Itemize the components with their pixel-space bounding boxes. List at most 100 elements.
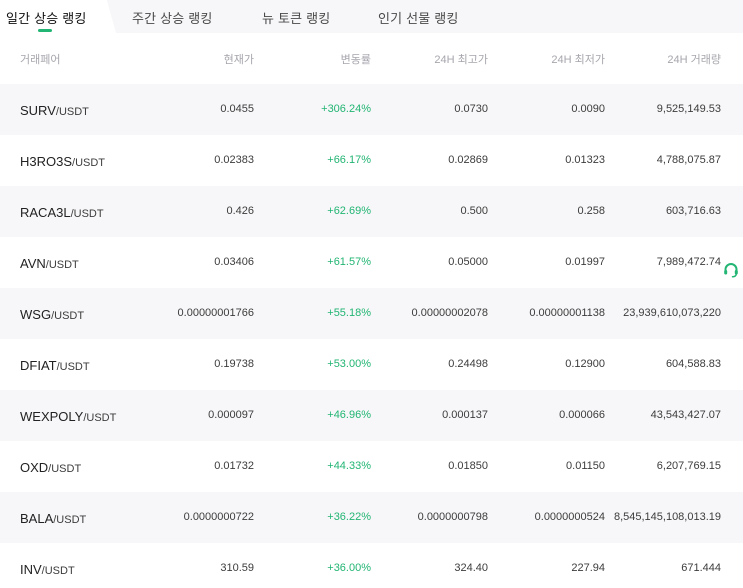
pair-quote: /USDT [48, 463, 82, 475]
change-cell: +66.17% [327, 154, 371, 166]
pair-base: OXD [20, 460, 49, 475]
pair-quote: /USDT [55, 106, 89, 118]
pair-base: INV [20, 562, 42, 577]
active-tab-background [0, 0, 116, 33]
table-header: 거래페어 현재가 변동률 24H 최고가 24H 최저가 24H 거래량 [0, 33, 743, 84]
change-cell: +62.69% [327, 205, 371, 217]
column-header-low[interactable]: 24H 최저가 [551, 54, 605, 66]
pair-quote: /USDT [72, 157, 106, 169]
price-cell: 0.000097 [208, 409, 254, 421]
volume-cell: 604,588.83 [665, 358, 721, 370]
pair-base: AVN [20, 256, 46, 271]
table-row[interactable]: WEXPOLY/USDT 0.000097 +46.96% 0.000137 0… [0, 390, 743, 441]
pair-label: SURV/USDT [20, 102, 89, 120]
low-cell: 0.12900 [565, 358, 605, 370]
price-cell: 0.426 [226, 205, 254, 217]
volume-cell: 23,939,610,073,220 [623, 307, 721, 319]
high-cell: 0.24498 [448, 358, 488, 370]
pair-base: DFIAT [20, 358, 57, 373]
pair-quote: /USDT [41, 565, 75, 577]
change-cell: +306.24% [321, 103, 371, 115]
volume-cell: 7,989,472.74 [656, 256, 721, 268]
pair-quote: /USDT [83, 412, 117, 424]
price-cell: 0.03406 [214, 256, 254, 268]
price-cell: 0.0000000722 [183, 511, 254, 523]
pair-label: H3RO3S/USDT [20, 153, 105, 171]
high-cell: 0.05000 [448, 256, 488, 268]
price-cell: 0.0455 [220, 103, 254, 115]
column-header-pair[interactable]: 거래페어 [20, 54, 61, 66]
tab-weekly-gainers[interactable]: 주간 상승 랭킹 [132, 11, 213, 26]
table-row[interactable]: INV/USDT 310.59 +36.00% 324.40 227.94 67… [0, 543, 743, 588]
column-header-volume[interactable]: 24H 거래량 [667, 54, 721, 66]
table-row[interactable]: WSG/USDT 0.00000001766 +55.18% 0.0000000… [0, 288, 743, 339]
table-row[interactable]: H3RO3S/USDT 0.02383 +66.17% 0.02869 0.01… [0, 135, 743, 186]
tab-daily-gainers[interactable]: 일간 상승 랭킹 [6, 11, 87, 26]
high-cell: 0.02869 [448, 154, 488, 166]
volume-cell: 9,525,149.53 [656, 103, 721, 115]
pair-quote: /USDT [56, 361, 90, 373]
column-header-high[interactable]: 24H 최고가 [434, 54, 488, 66]
low-cell: 0.0000000524 [534, 511, 605, 523]
pair-base: WSG [20, 307, 52, 322]
price-cell: 310.59 [220, 562, 254, 574]
change-cell: +61.57% [327, 256, 371, 268]
volume-cell: 4,788,075.87 [656, 154, 721, 166]
price-cell: 0.19738 [214, 358, 254, 370]
pair-label: DFIAT/USDT [20, 357, 90, 375]
table-row[interactable]: BALA/USDT 0.0000000722 +36.22% 0.0000000… [0, 492, 743, 543]
tab-popular-futures[interactable]: 인기 선물 랭킹 [378, 11, 459, 26]
low-cell: 0.258 [577, 205, 605, 217]
pair-base: SURV [20, 103, 56, 118]
pair-label: WEXPOLY/USDT [20, 408, 116, 426]
low-cell: 0.01997 [565, 256, 605, 268]
ranking-tabs: 일간 상승 랭킹 주간 상승 랭킹 뉴 토큰 랭킹 인기 선물 랭킹 [0, 0, 743, 33]
low-cell: 0.00000001138 [529, 307, 605, 319]
pair-quote: /USDT [70, 208, 104, 220]
pair-quote: /USDT [53, 514, 87, 526]
pair-quote: /USDT [45, 259, 79, 271]
change-cell: +46.96% [327, 409, 371, 421]
change-cell: +36.00% [327, 562, 371, 574]
pair-label: AVN/USDT [20, 255, 79, 273]
pair-base: RACA3L [20, 205, 71, 220]
pair-base: WEXPOLY [20, 409, 84, 424]
high-cell: 0.01850 [448, 460, 488, 472]
low-cell: 0.0090 [571, 103, 605, 115]
table-row[interactable]: AVN/USDT 0.03406 +61.57% 0.05000 0.01997… [0, 237, 743, 288]
table-row[interactable]: SURV/USDT 0.0455 +306.24% 0.0730 0.0090 … [0, 84, 743, 135]
pair-label: OXD/USDT [20, 459, 81, 477]
high-cell: 324.40 [454, 562, 488, 574]
change-cell: +55.18% [327, 307, 371, 319]
volume-cell: 603,716.63 [665, 205, 721, 217]
volume-cell: 6,207,769.15 [656, 460, 721, 472]
pair-label: WSG/USDT [20, 306, 84, 324]
low-cell: 0.000066 [559, 409, 605, 421]
table-row[interactable]: DFIAT/USDT 0.19738 +53.00% 0.24498 0.129… [0, 339, 743, 390]
change-cell: +36.22% [327, 511, 371, 523]
price-cell: 0.01732 [214, 460, 254, 472]
pair-quote: /USDT [51, 310, 85, 322]
high-cell: 0.0730 [454, 103, 488, 115]
column-header-change[interactable]: 변동률 [340, 54, 371, 66]
low-cell: 0.01323 [565, 154, 605, 166]
pair-base: H3RO3S [20, 154, 73, 169]
column-header-price[interactable]: 현재가 [223, 54, 254, 66]
table-row[interactable]: OXD/USDT 0.01732 +44.33% 0.01850 0.01150… [0, 441, 743, 492]
low-cell: 0.01150 [566, 460, 605, 472]
volume-cell: 43,543,427.07 [650, 409, 721, 421]
high-cell: 0.500 [460, 205, 488, 217]
low-cell: 227.94 [571, 562, 605, 574]
volume-cell: 8,545,145,108,013.19 [613, 511, 721, 523]
price-cell: 0.02383 [214, 154, 254, 166]
change-cell: +53.00% [327, 358, 371, 370]
table-row[interactable]: RACA3L/USDT 0.426 +62.69% 0.500 0.258 60… [0, 186, 743, 237]
high-cell: 0.00000002078 [411, 307, 488, 319]
tab-new-tokens[interactable]: 뉴 토큰 랭킹 [262, 11, 331, 26]
active-tab-indicator [38, 29, 52, 32]
pair-label: BALA/USDT [20, 510, 86, 528]
tab-bar-background [0, 0, 743, 33]
headset-icon[interactable] [722, 261, 740, 279]
high-cell: 0.0000000798 [417, 511, 488, 523]
